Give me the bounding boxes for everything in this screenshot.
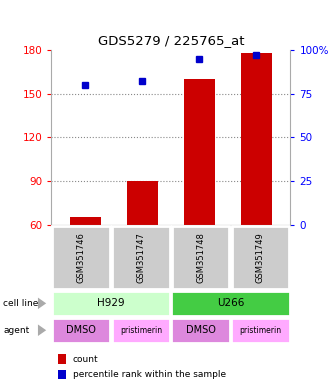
Bar xyxy=(231,318,290,343)
Bar xyxy=(183,79,215,225)
Text: DMSO: DMSO xyxy=(186,325,215,335)
Text: count: count xyxy=(73,354,98,364)
Text: GSM351747: GSM351747 xyxy=(136,232,146,283)
Bar xyxy=(171,291,290,316)
Bar xyxy=(70,217,101,225)
Text: U266: U266 xyxy=(217,298,244,308)
Text: cell line: cell line xyxy=(3,299,39,308)
Text: pristimerin: pristimerin xyxy=(120,326,162,335)
Bar xyxy=(241,53,272,225)
Text: GSM351746: GSM351746 xyxy=(77,232,85,283)
Text: H929: H929 xyxy=(97,298,125,308)
Bar xyxy=(171,318,230,343)
Text: DMSO: DMSO xyxy=(66,325,96,335)
Bar xyxy=(172,226,229,289)
Text: GSM351748: GSM351748 xyxy=(196,232,205,283)
Bar xyxy=(112,318,170,343)
Bar xyxy=(127,181,158,225)
Bar xyxy=(232,226,289,289)
Bar xyxy=(52,226,110,289)
Text: agent: agent xyxy=(3,326,30,335)
Text: pristimerin: pristimerin xyxy=(240,326,281,335)
Bar xyxy=(52,318,110,343)
Title: GDS5279 / 225765_at: GDS5279 / 225765_at xyxy=(98,34,244,47)
Text: GSM351749: GSM351749 xyxy=(256,232,265,283)
Text: percentile rank within the sample: percentile rank within the sample xyxy=(73,370,226,379)
Bar xyxy=(112,226,170,289)
Bar xyxy=(52,291,170,316)
